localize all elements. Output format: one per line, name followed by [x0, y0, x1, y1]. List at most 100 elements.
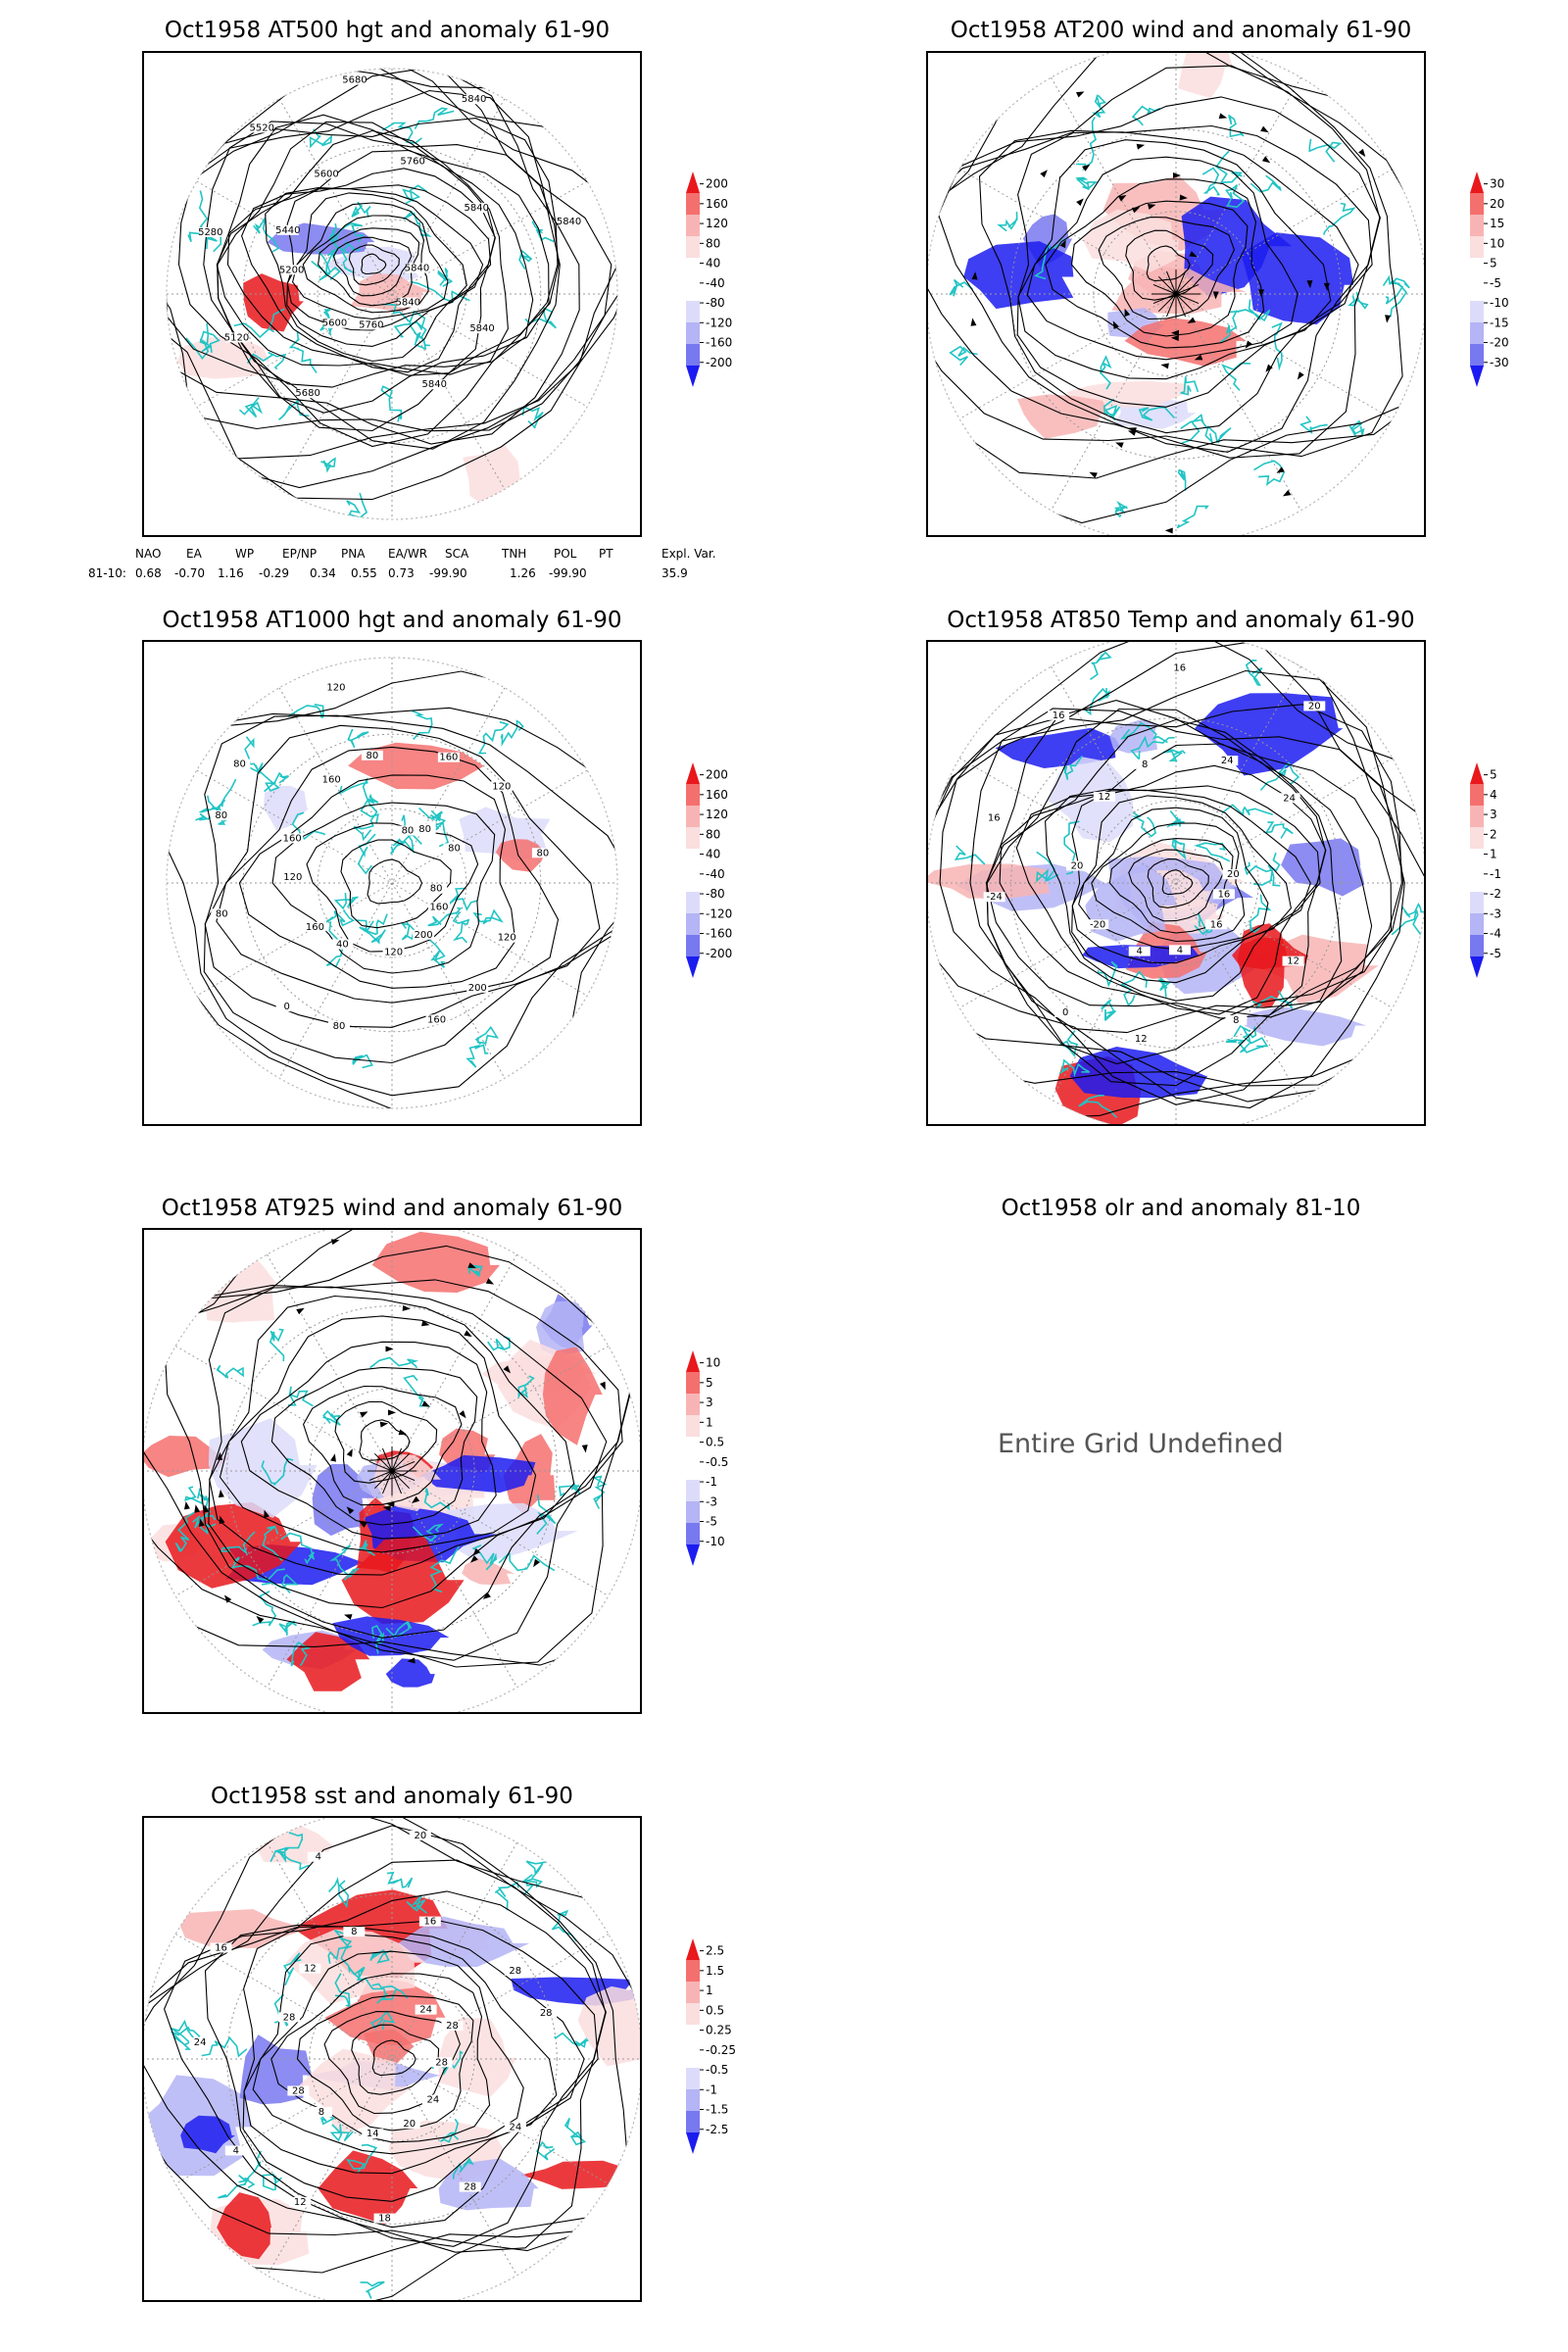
colorbar-tick-label: 1 [706, 1984, 713, 1997]
pole-streamline [1175, 275, 1195, 295]
contour-label: 16 [1210, 919, 1223, 930]
contour-label-bg [427, 902, 450, 912]
contour-line [1017, 139, 1332, 380]
wind-arrow [1265, 364, 1273, 372]
contour-line [241, 168, 496, 373]
contour-label: 160 [427, 1014, 446, 1025]
coastline [1075, 176, 1099, 191]
pole-streamline [1157, 293, 1177, 313]
coastline [380, 385, 403, 422]
colorbar-segment [686, 279, 700, 301]
contour-line [204, 1919, 599, 2229]
teleconnection-value: -0.29 [259, 566, 290, 580]
pole-streamline [368, 1470, 393, 1482]
colorbar-t850: 5 4 3 2 1 -1 -2 -3 -4 -5 [1470, 762, 1548, 1011]
contour-label: 5600 [314, 169, 338, 179]
colorbar-segment [1470, 892, 1484, 913]
contour-label: 0 [284, 1002, 290, 1012]
pole-streamline [1157, 275, 1177, 295]
anomaly-shading [1195, 693, 1344, 776]
contour-label-bg [1205, 919, 1228, 930]
coastline [1058, 1058, 1091, 1078]
coastline [1138, 406, 1175, 421]
latitude-circle [226, 1893, 558, 2225]
pole-streamline [1165, 293, 1177, 318]
map-u925 [142, 1228, 642, 1714]
contour-line [939, 704, 1402, 1105]
contour-line [167, 69, 612, 432]
colorbar-arrow-bottom [1470, 956, 1484, 978]
coastline [430, 809, 450, 848]
coastline [1085, 687, 1111, 716]
contour-label-bg [490, 781, 513, 792]
contour-line [1147, 858, 1209, 908]
coastline [1157, 976, 1172, 998]
contour-label: 24 [1221, 756, 1234, 766]
colorbar-arrow-top [1470, 762, 1484, 784]
map-canvas-z1000: 80 120 160 200 200 160 120 80 40 0 160 80 120 80 160 80… [166, 657, 618, 1109]
contour-line [144, 1825, 629, 2252]
coastline [411, 710, 433, 740]
contour-label: 5520 [250, 122, 274, 133]
wind-arrow [388, 1409, 396, 1416]
contour-line [986, 700, 1393, 1065]
coastline [353, 805, 378, 842]
map-canvas-u200 [928, 53, 1424, 535]
coastline [477, 720, 510, 755]
coastline [174, 1511, 195, 1552]
colorbar-arrow-bottom [686, 2132, 700, 2154]
contour-line [164, 1279, 623, 1639]
coastline [439, 2118, 460, 2143]
contour-line [928, 669, 1405, 1109]
teleconnection-header: POL [554, 547, 577, 561]
coastline [498, 1551, 556, 1572]
coastline [1264, 821, 1294, 839]
colorbar-tick-label: 200 [706, 177, 728, 191]
colorbar-segment [686, 870, 700, 892]
teleconnection-header: Expl. Var. [662, 547, 716, 561]
colorbar-tick-label: -10 [706, 1535, 725, 1548]
coastline [359, 920, 386, 945]
coastline [406, 1894, 427, 1914]
coastline [551, 1909, 577, 1942]
map-boundary [166, 657, 618, 1109]
coastline [1063, 755, 1083, 780]
contour-line [928, 53, 1424, 479]
contour-line [351, 2024, 440, 2095]
contour-label: 24 [1283, 793, 1296, 804]
coastline [329, 1544, 360, 1581]
coastline [1194, 842, 1231, 862]
teleconnection-row-label: 81-10: [88, 566, 126, 580]
coastline [521, 405, 544, 429]
contour-label-bg [558, 217, 580, 227]
contour-label: 8 [351, 1927, 357, 1937]
contour-label-bg [1087, 919, 1109, 930]
contour-line [240, 1341, 497, 1540]
wind-arrow [199, 1518, 205, 1528]
wind-arrow [459, 1410, 466, 1419]
colorbar-segment [1470, 322, 1484, 344]
contour-label-bg [1054, 1007, 1077, 1018]
contour-label: 28 [509, 1966, 521, 1977]
colorbar-tick-label: 40 [706, 848, 720, 861]
anomaly-shading [463, 444, 522, 513]
anomaly-shading [542, 1347, 603, 1446]
wind-arrow [482, 1592, 491, 1599]
wind-arrow [1164, 527, 1173, 534]
anomaly-shading [577, 1985, 640, 2067]
coastline [1233, 1025, 1252, 1054]
anomaly-shading [445, 1502, 578, 1564]
pole-streamline [391, 1470, 411, 1490]
contour-line [928, 65, 1381, 459]
contour-label: 24 [510, 2123, 522, 2133]
contour-label-bg [362, 2129, 384, 2139]
contour-line [1016, 131, 1359, 408]
contour-label-bg [289, 2196, 312, 2207]
wind-arrow [359, 1411, 368, 1418]
contour-label: 16 [988, 812, 1001, 823]
contour-line [978, 124, 1373, 434]
wind-arrow [464, 1330, 472, 1337]
wind-arrow [1173, 172, 1181, 178]
coastline [1036, 851, 1059, 883]
coastline [558, 1482, 581, 1497]
